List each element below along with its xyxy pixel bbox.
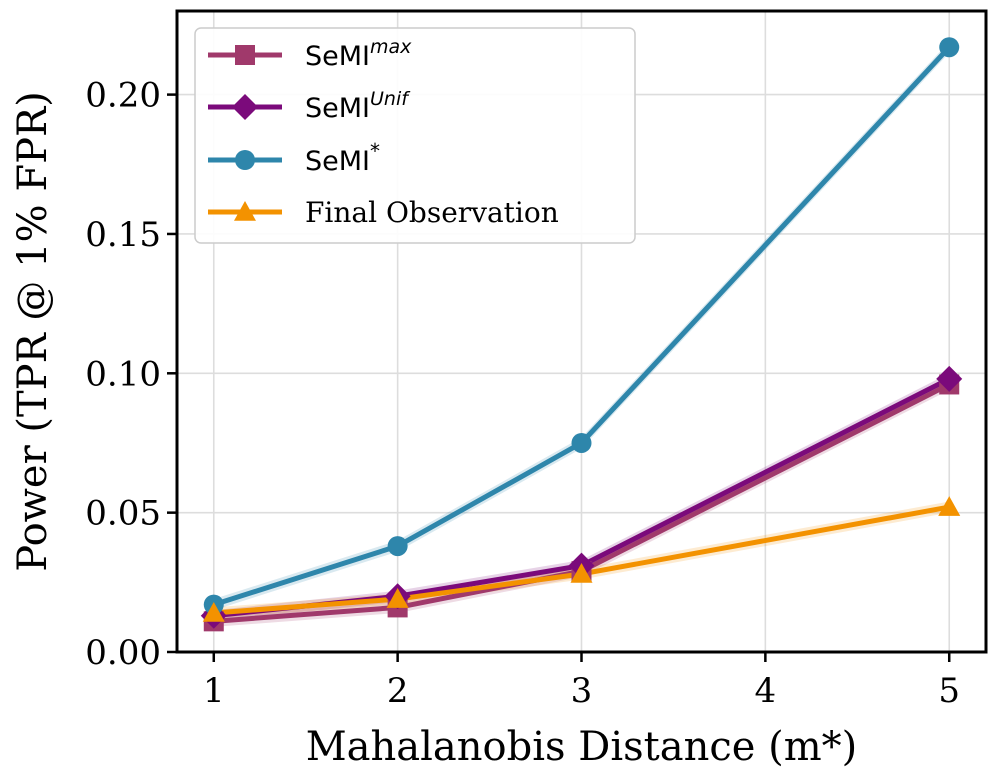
legend-label-base: SeMI — [305, 146, 370, 177]
axis-ticks: 1 2 3 4 5 0.00 0.05 0.10 0.15 0.20 — [85, 76, 960, 711]
legend-label-base: SeMI — [305, 93, 370, 124]
series-3-point — [386, 588, 409, 608]
series-2-point — [939, 37, 960, 58]
series-line-3 — [213, 504, 950, 616]
y-tick-label: 0.05 — [85, 494, 161, 534]
series-2-point — [571, 432, 592, 453]
legend-marker-1 — [232, 94, 258, 120]
series-2-point — [387, 536, 408, 557]
x-tick-label: 1 — [203, 671, 225, 711]
legend-label-superscript: Unif — [370, 88, 411, 110]
series-3-point — [570, 562, 593, 583]
y-tick-label: 0.00 — [85, 633, 161, 673]
x-tick-label: 5 — [938, 671, 960, 711]
legend-label-superscript: * — [370, 139, 380, 163]
legend-marker-2 — [235, 150, 255, 170]
series-markers — [200, 37, 963, 632]
legend-marker-0 — [235, 45, 255, 65]
x-tick-label: 3 — [571, 671, 593, 711]
legend-label-1: SeMIUnif — [305, 88, 411, 124]
x-tick-label: 4 — [755, 671, 777, 711]
legend-marker-3 — [234, 201, 256, 221]
y-axis-label: Power (TPR @ 1% FPR) — [10, 91, 56, 571]
x-axis-label: Mahalanobis Distance (m*) — [306, 724, 858, 770]
legend-label-base: SeMI — [305, 41, 370, 72]
series-line-0 — [213, 382, 951, 624]
series-1-point — [936, 365, 963, 392]
series-lines — [213, 45, 952, 624]
series-3-point — [938, 496, 961, 516]
legend-label-2: SeMI* — [305, 139, 380, 177]
y-tick-label: 0.15 — [85, 215, 161, 255]
series-line-2 — [213, 45, 952, 608]
legend-label-0: SeMImax — [305, 36, 412, 72]
series-3-point — [202, 601, 225, 622]
x-tick-label: 2 — [387, 671, 409, 711]
y-tick-label: 0.20 — [85, 76, 161, 116]
legend-label-3: Final Observation — [305, 196, 559, 229]
legend-label-superscript: max — [370, 36, 412, 58]
y-tick-label: 0.10 — [85, 354, 161, 394]
legend-box — [194, 27, 636, 244]
